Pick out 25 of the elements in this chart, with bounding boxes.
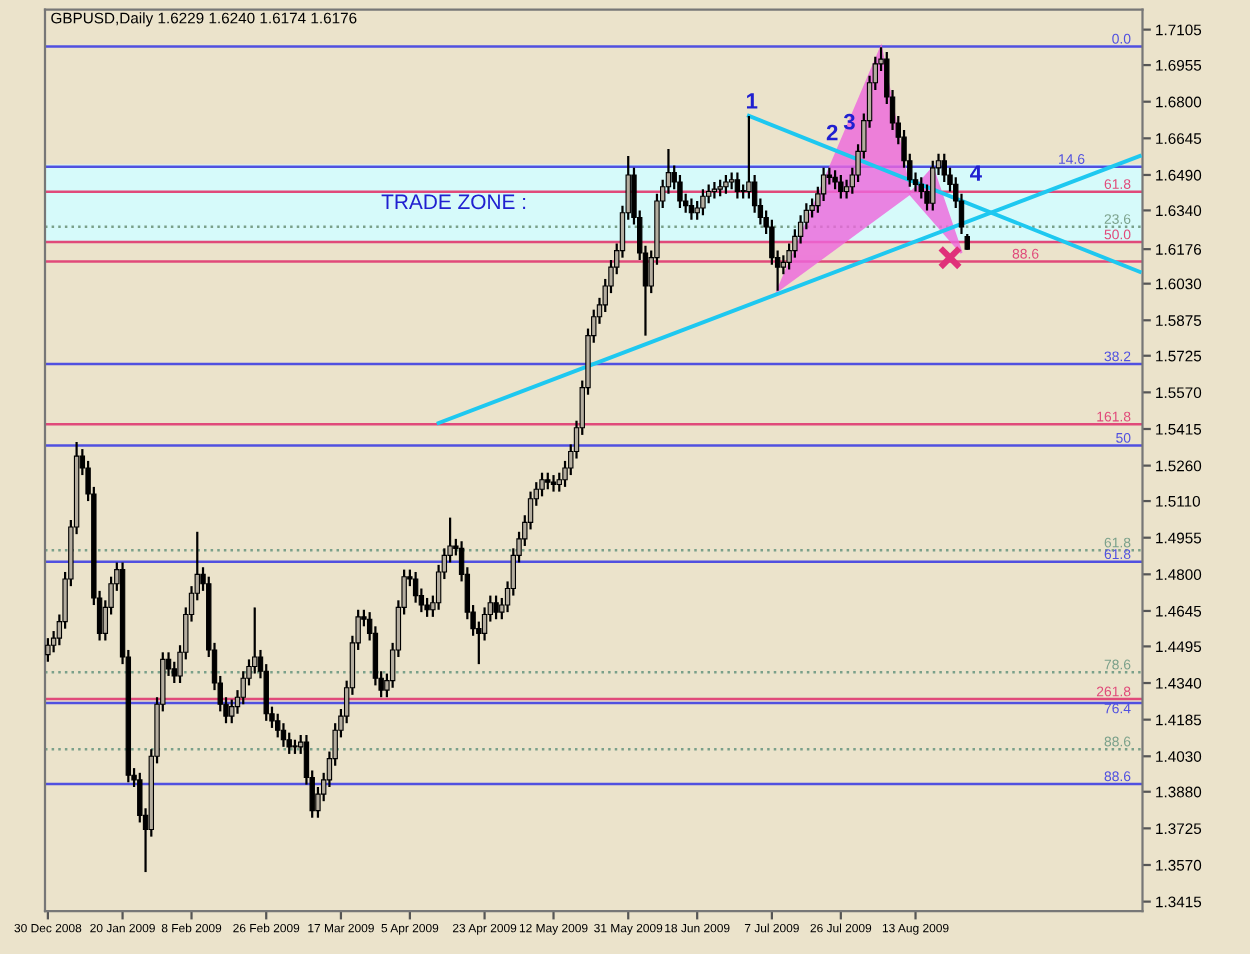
annotation: 3 bbox=[843, 113, 855, 130]
candlestick bbox=[275, 712, 281, 739]
candlestick bbox=[677, 173, 683, 210]
candlestick bbox=[412, 570, 419, 604]
candlestick bbox=[734, 171, 741, 200]
annotation: 4 bbox=[970, 165, 982, 181]
candlestick bbox=[424, 596, 430, 618]
candlestick bbox=[746, 114, 752, 200]
candlestick bbox=[45, 637, 51, 663]
candlestick bbox=[930, 159, 936, 212]
band-label: TRADE ZONE : bbox=[381, 194, 526, 210]
candlestick bbox=[171, 660, 177, 685]
annotation: 1 bbox=[746, 93, 758, 109]
candlestick bbox=[493, 594, 499, 621]
candlestick bbox=[700, 188, 706, 217]
candlestick bbox=[539, 471, 545, 498]
candlestick bbox=[688, 197, 695, 221]
candlestick bbox=[229, 698, 235, 725]
candlestick bbox=[723, 173, 729, 195]
candlestick bbox=[286, 731, 292, 756]
candlestick bbox=[832, 169, 838, 191]
candlestick bbox=[838, 173, 844, 200]
annotation: 2 bbox=[826, 124, 838, 141]
candlestick bbox=[711, 180, 718, 200]
candlestick bbox=[941, 152, 947, 184]
